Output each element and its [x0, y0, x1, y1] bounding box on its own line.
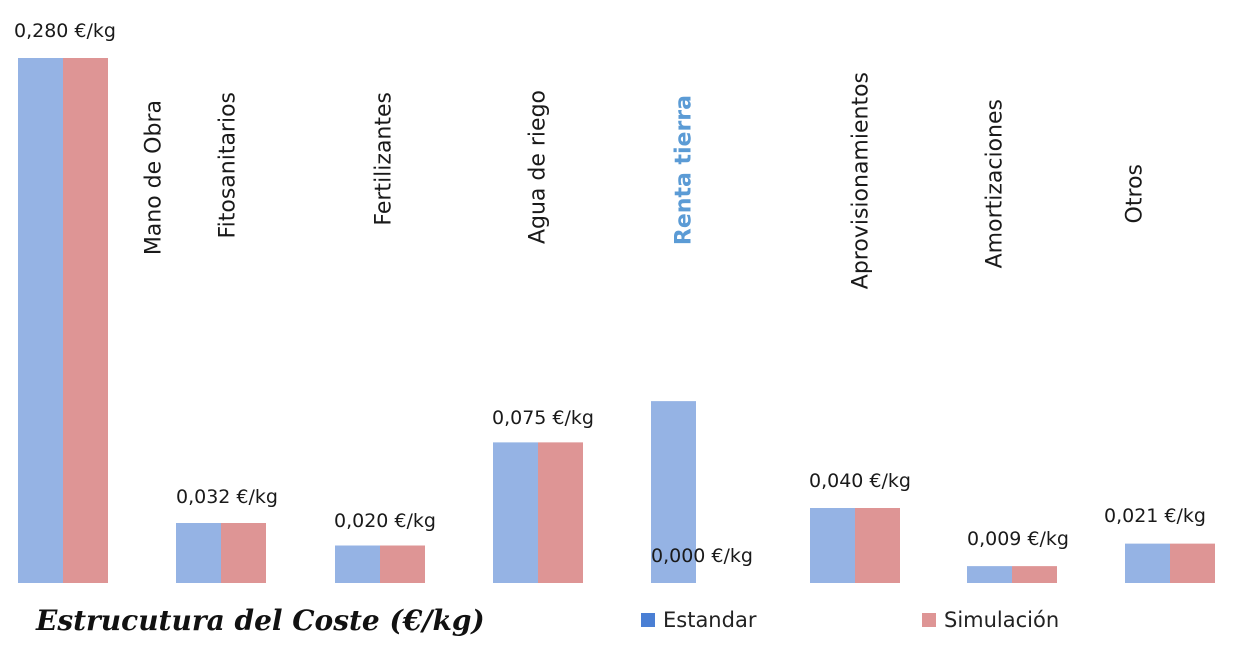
category-labels-layer: Mano de Obra Fitosanitarios Fertilizantes A… — [142, 72, 1148, 289]
data-label-renta-tierra: 0,000 €/kg — [651, 545, 753, 567]
bar-simulacion-agua-de-riego — [538, 442, 583, 583]
bar-estandar-amortizaciones — [967, 566, 1012, 583]
data-label-fitosanitarios: 0,032 €/kg — [176, 486, 278, 508]
category-label-fitosanitarios: Fitosanitarios — [216, 92, 241, 238]
value-labels-layer: 0,280 €/kg 0,032 €/kg 0,020 €/kg 0,075 €/kg… — [14, 20, 1206, 567]
data-label-agua-de-riego: 0,075 €/kg — [492, 407, 594, 429]
chart-title: Estrucutura del Coste (€/kg) — [36, 604, 485, 637]
bar-simulacion-amortizaciones — [1012, 566, 1057, 583]
legend-item-simulacion: Simulación — [922, 608, 1059, 632]
legend-swatch-estandar — [641, 613, 655, 627]
data-label-fertilizantes: 0,020 €/kg — [334, 510, 436, 532]
bar-simulacion-fertilizantes — [380, 545, 425, 583]
legend-label-simulacion: Simulación — [944, 608, 1060, 632]
bar-simulacion-mano-de-obra — [63, 58, 108, 583]
bar-estandar-aprovisionamientos — [810, 508, 855, 583]
data-label-otros: 0,021 €/kg — [1104, 505, 1206, 527]
data-label-aprovisionamientos: 0,040 €/kg — [809, 470, 911, 492]
data-label-mano-de-obra: 0,280 €/kg — [14, 20, 116, 42]
bars-layer — [18, 58, 1215, 583]
bar-estandar-agua-de-riego — [493, 442, 538, 583]
data-label-amortizaciones: 0,009 €/kg — [967, 528, 1069, 550]
bar-simulacion-fitosanitarios — [221, 523, 266, 583]
bar-estandar-renta-tierra — [651, 401, 696, 583]
bar-simulacion-otros — [1170, 543, 1215, 583]
bar-estandar-mano-de-obra — [18, 58, 63, 583]
category-label-aprovisionamientos: Aprovisionamientos — [849, 72, 874, 289]
category-label-fertilizantes: Fertilizantes — [372, 92, 397, 226]
bar-estandar-otros — [1125, 543, 1170, 583]
bar-simulacion-aprovisionamientos — [855, 508, 900, 583]
category-label-agua-de-riego: Agua de riego — [526, 90, 551, 244]
legend-label-estandar: Estandar — [663, 608, 757, 632]
bar-estandar-fitosanitarios — [176, 523, 221, 583]
legend-item-estandar: Estandar — [641, 608, 756, 632]
category-label-mano-de-obra: Mano de Obra — [142, 100, 167, 255]
category-label-renta-tierra: Renta tierra — [672, 95, 697, 245]
category-label-otros: Otros — [1123, 164, 1148, 223]
legend-swatch-simulacion — [922, 613, 936, 627]
category-label-amortizaciones: Amortizaciones — [983, 99, 1008, 268]
bar-estandar-fertilizantes — [335, 545, 380, 583]
